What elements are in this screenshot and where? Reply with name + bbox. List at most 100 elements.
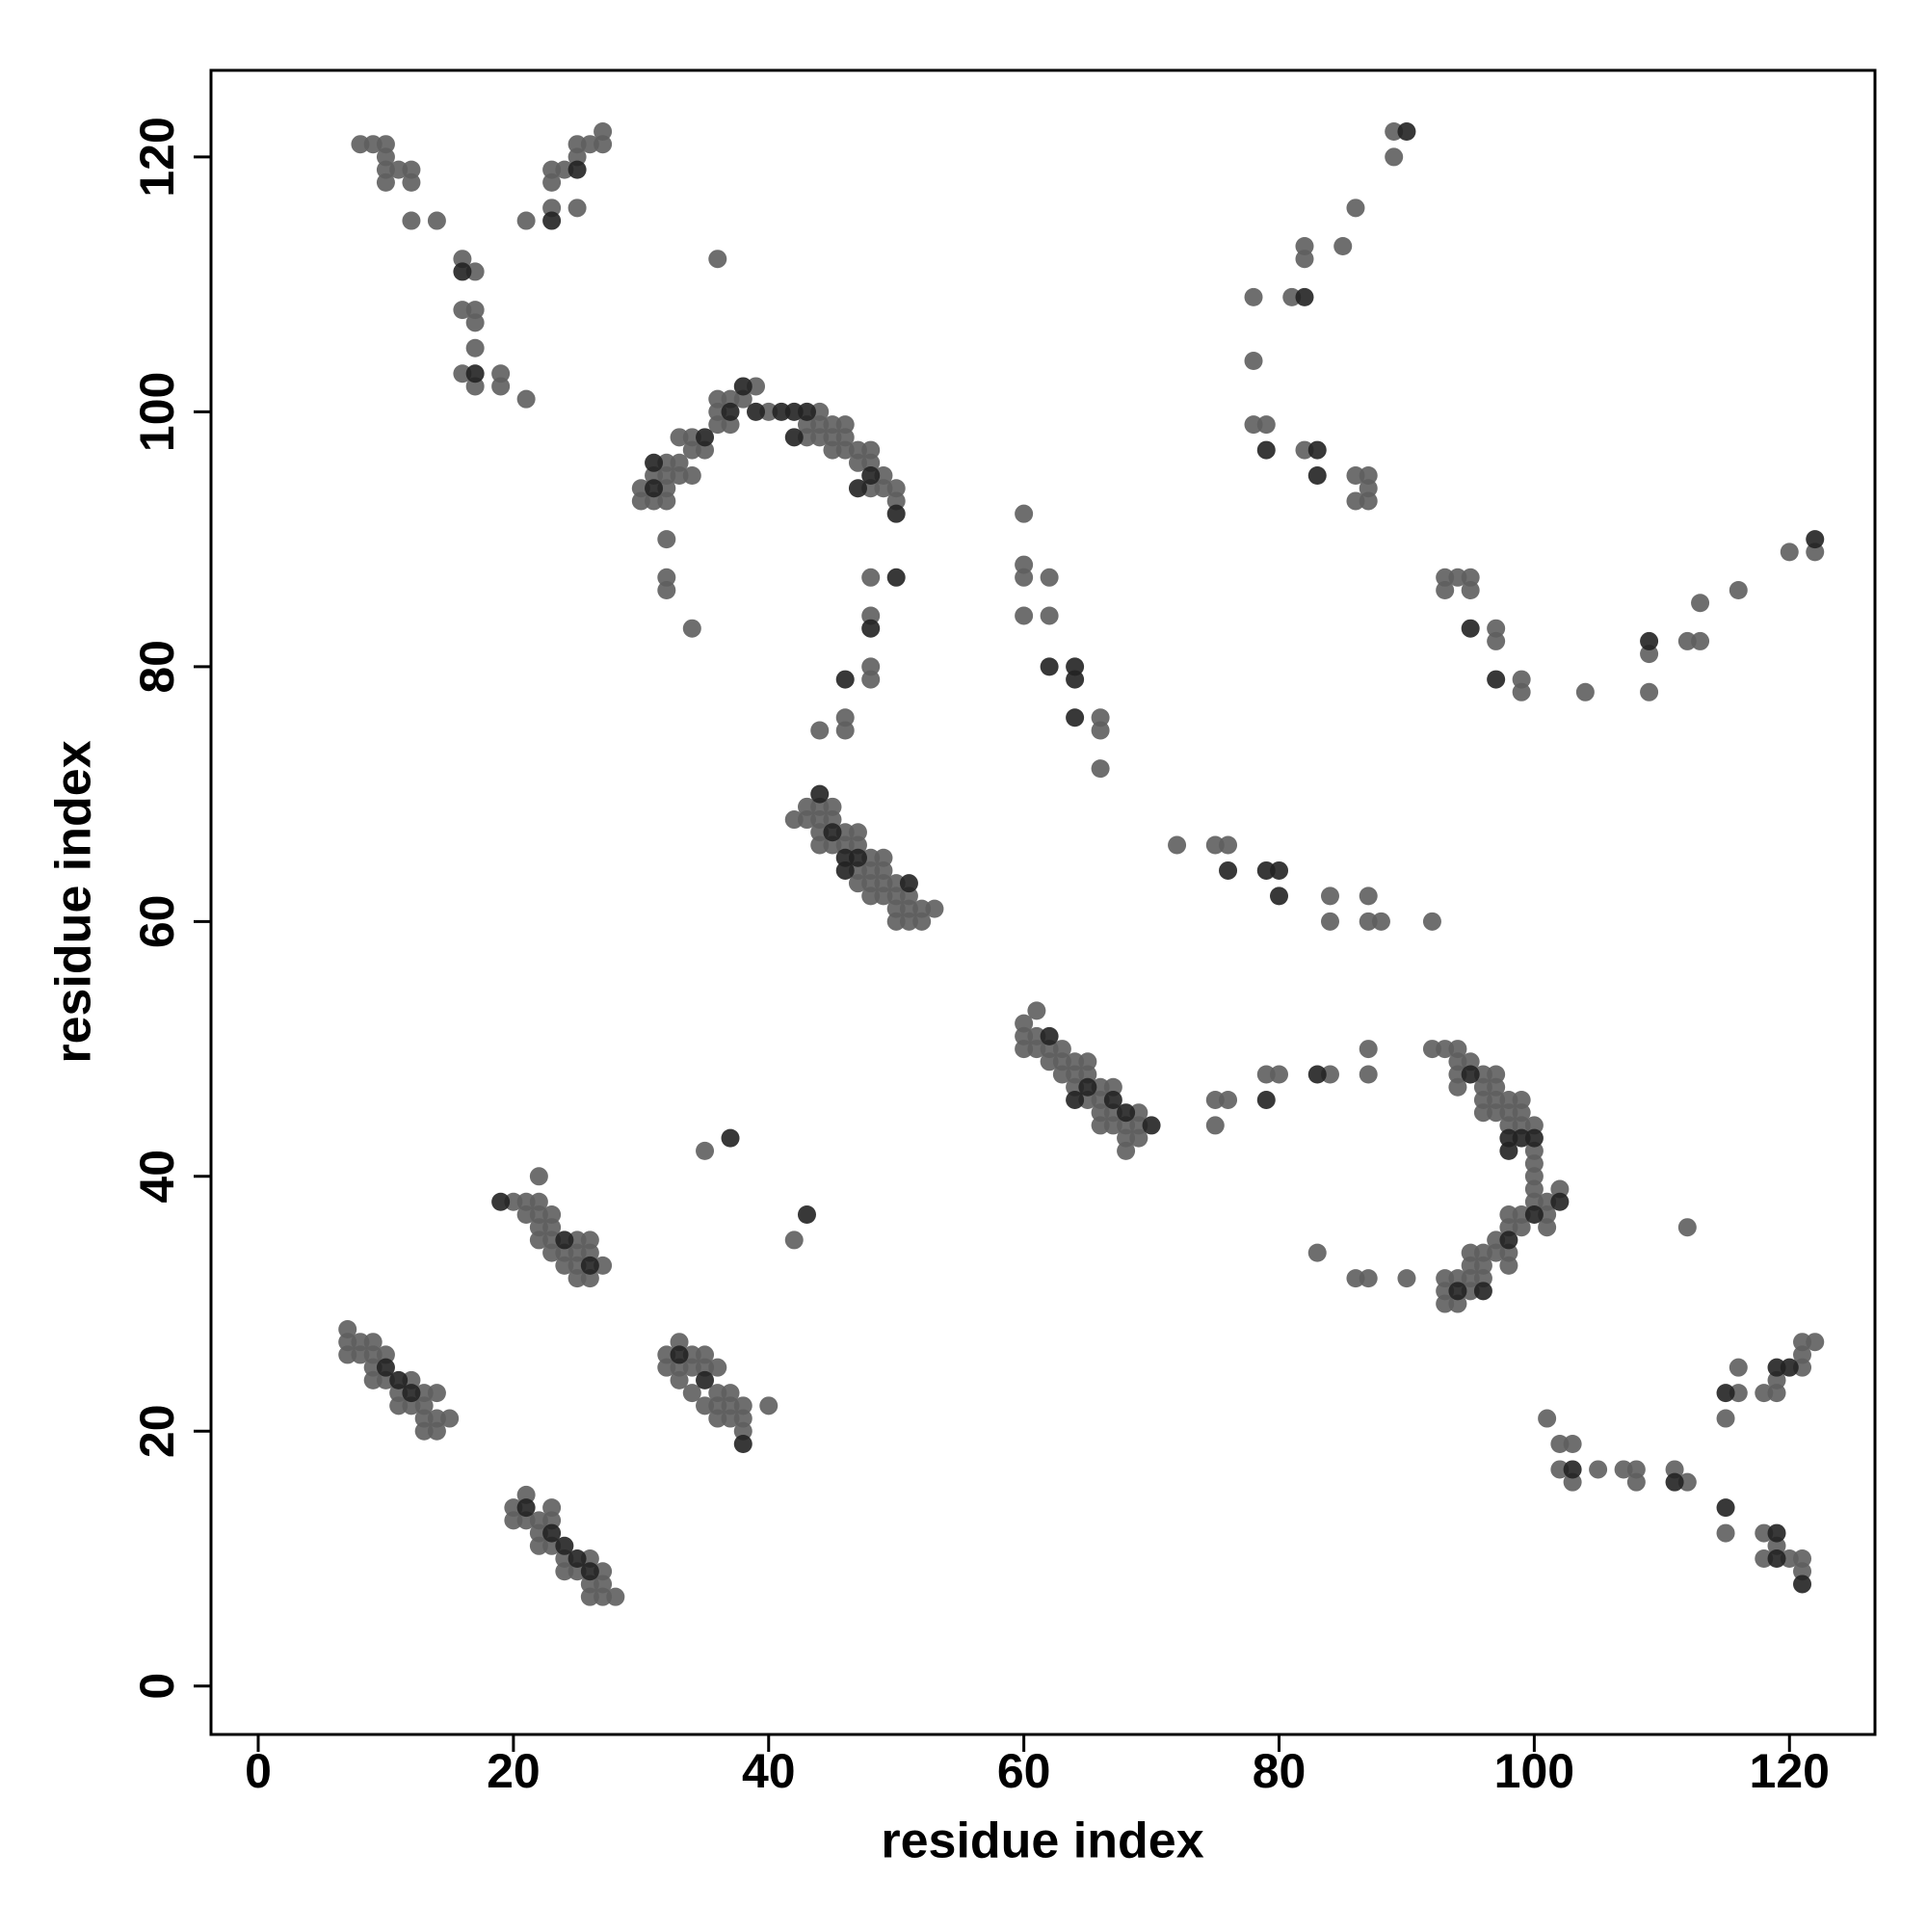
point [1422, 912, 1441, 931]
point [835, 721, 855, 740]
point [1091, 721, 1110, 740]
point [747, 402, 766, 421]
point [1806, 530, 1825, 549]
point [389, 1384, 409, 1403]
point [861, 887, 881, 906]
point [555, 1549, 574, 1569]
point [1512, 1103, 1531, 1123]
point [657, 491, 676, 511]
point [797, 1204, 816, 1224]
point [1307, 440, 1327, 460]
point [696, 1141, 715, 1160]
point [1015, 1040, 1034, 1059]
point [645, 479, 664, 498]
point [1078, 1090, 1097, 1109]
point [1461, 619, 1480, 638]
point [1244, 351, 1263, 370]
x-tick-label: 40 [742, 1744, 796, 1798]
point [835, 440, 855, 460]
point [465, 313, 485, 332]
point [1027, 1001, 1046, 1020]
point [1066, 657, 1085, 676]
point [784, 1231, 804, 1250]
point [1524, 1167, 1544, 1186]
point [414, 1421, 434, 1441]
point [1550, 1192, 1570, 1211]
point [1078, 1052, 1097, 1072]
point [670, 1345, 689, 1364]
point [1295, 287, 1314, 306]
point [861, 606, 881, 625]
point [733, 389, 752, 409]
point [1793, 1358, 1812, 1377]
point [874, 466, 893, 486]
point [1806, 543, 1825, 562]
point [1448, 568, 1467, 587]
point [542, 1231, 562, 1250]
point [645, 466, 664, 486]
point [682, 466, 701, 486]
point [886, 887, 906, 906]
point [810, 415, 830, 435]
point [363, 135, 383, 154]
point [1091, 1116, 1110, 1135]
point [708, 415, 727, 435]
point [1499, 1218, 1518, 1237]
point [1806, 1333, 1825, 1352]
point [1052, 1065, 1071, 1084]
point [899, 899, 918, 918]
point [542, 172, 562, 192]
point [568, 1269, 587, 1288]
point [1219, 860, 1238, 880]
point [594, 1256, 613, 1275]
point [848, 848, 867, 867]
point [670, 1333, 689, 1352]
point [1538, 1192, 1557, 1211]
point [555, 1562, 574, 1581]
point [351, 1333, 370, 1352]
point [886, 568, 906, 587]
point [1499, 1231, 1518, 1250]
point [516, 211, 536, 230]
point [1129, 1103, 1148, 1123]
point [1244, 415, 1263, 435]
point [1359, 887, 1378, 906]
point [657, 581, 676, 600]
point [1359, 479, 1378, 498]
point [504, 1192, 523, 1211]
point [1487, 631, 1506, 650]
point [670, 1358, 689, 1377]
point [1640, 682, 1659, 701]
point [1040, 1052, 1059, 1072]
point [1015, 1014, 1034, 1033]
point [555, 1536, 574, 1555]
point [886, 912, 906, 931]
point [874, 860, 893, 880]
point [1780, 1358, 1799, 1377]
x-tick-label: 60 [997, 1744, 1051, 1798]
point [542, 211, 562, 230]
point [491, 377, 511, 396]
point [1282, 287, 1302, 306]
point [696, 1358, 715, 1377]
point [376, 160, 395, 179]
point [1205, 835, 1225, 855]
point [1524, 1116, 1544, 1135]
point [1448, 1077, 1467, 1097]
point [1793, 1562, 1812, 1581]
point [1473, 1103, 1492, 1123]
point [874, 479, 893, 498]
point [682, 1358, 701, 1377]
point [784, 810, 804, 830]
point [1359, 912, 1378, 931]
point [861, 466, 881, 486]
point [1015, 555, 1034, 574]
point [542, 1523, 562, 1543]
point [657, 530, 676, 549]
point [1359, 1065, 1378, 1084]
point [1103, 1090, 1122, 1109]
point [835, 708, 855, 728]
point [1244, 287, 1263, 306]
point [797, 428, 816, 447]
point [1397, 121, 1416, 141]
